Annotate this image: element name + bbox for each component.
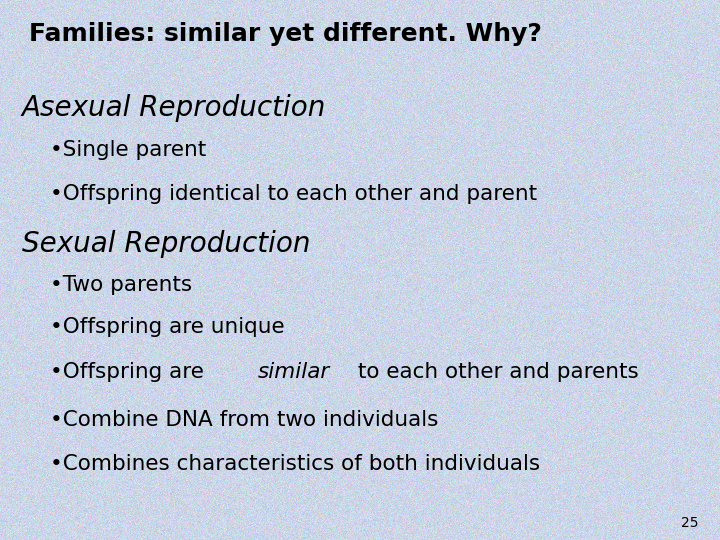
Text: Sexual Reproduction: Sexual Reproduction [22,230,310,258]
Text: 25: 25 [681,516,698,530]
Text: •Offspring identical to each other and parent: •Offspring identical to each other and p… [50,184,538,204]
Text: Families: similar yet different. Why?: Families: similar yet different. Why? [29,22,541,45]
Text: •Single parent: •Single parent [50,140,207,160]
Text: similar: similar [258,362,330,382]
Text: •Offspring are unique: •Offspring are unique [50,317,285,337]
Text: to each other and parents: to each other and parents [351,362,639,382]
Text: •Combine DNA from two individuals: •Combine DNA from two individuals [50,410,438,430]
Text: •Two parents: •Two parents [50,275,192,295]
Text: •Combines characteristics of both individuals: •Combines characteristics of both indivi… [50,454,541,474]
Text: Asexual Reproduction: Asexual Reproduction [22,94,326,123]
Text: •Offspring are: •Offspring are [50,362,211,382]
